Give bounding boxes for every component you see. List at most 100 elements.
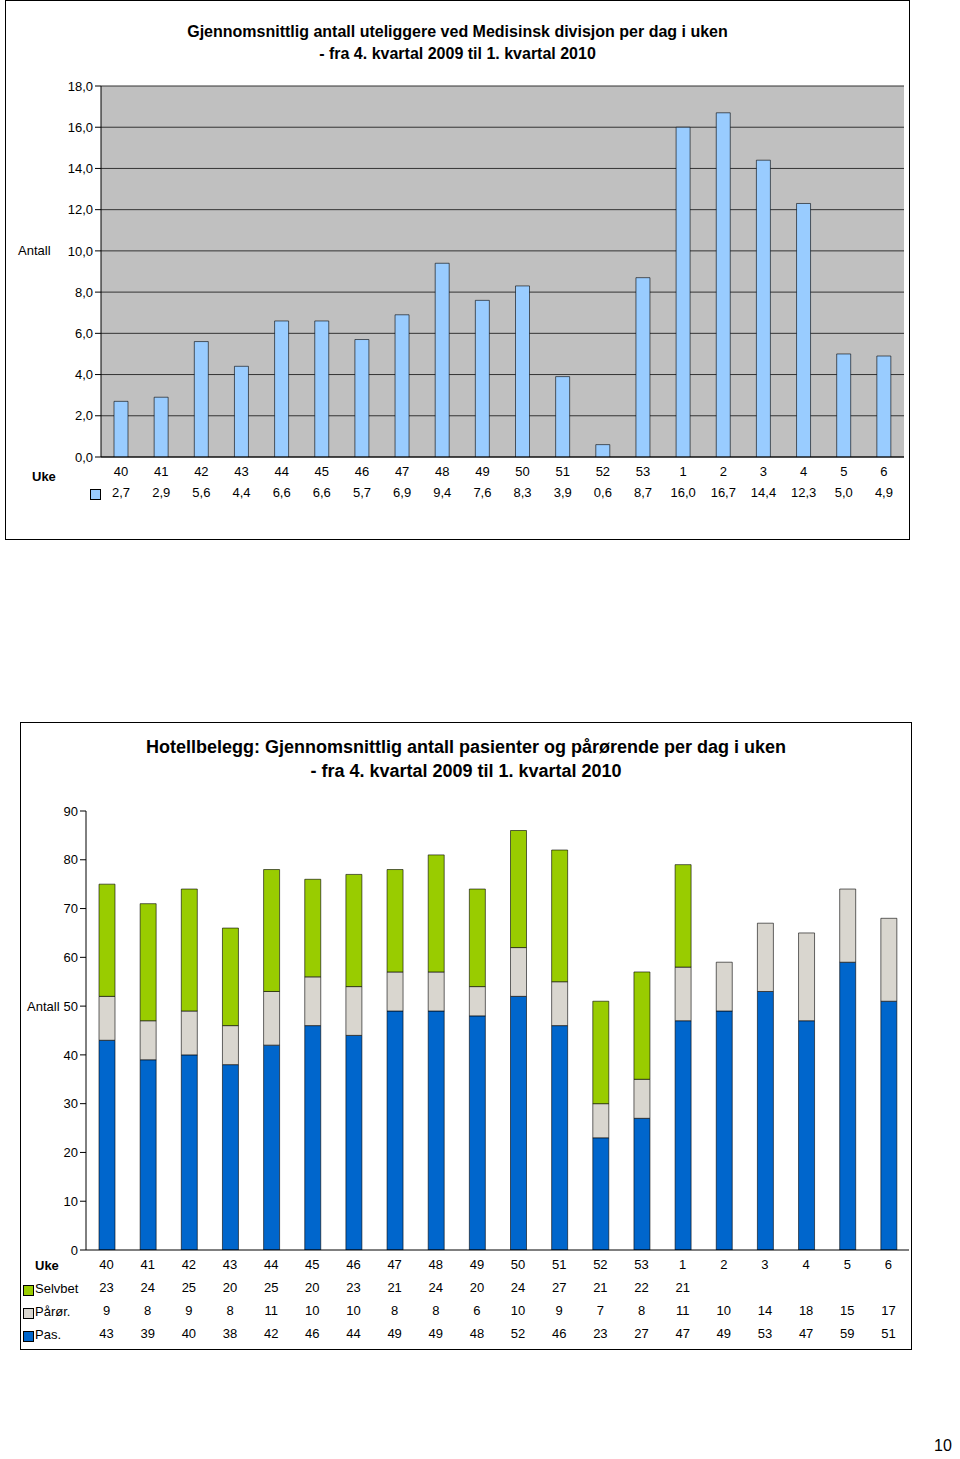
svg-text:47: 47 (675, 1326, 689, 1341)
svg-text:14,4: 14,4 (751, 485, 776, 500)
svg-text:14: 14 (758, 1303, 772, 1318)
svg-text:6,6: 6,6 (273, 485, 291, 500)
svg-text:17: 17 (881, 1303, 895, 1318)
svg-text:16,0: 16,0 (671, 485, 696, 500)
svg-text:27: 27 (634, 1326, 648, 1341)
svg-text:40: 40 (114, 464, 128, 479)
svg-text:6: 6 (885, 1257, 892, 1272)
svg-text:5: 5 (844, 1257, 851, 1272)
svg-text:20: 20 (305, 1280, 319, 1295)
svg-text:4,4: 4,4 (232, 485, 250, 500)
svg-text:25: 25 (182, 1280, 196, 1295)
svg-text:10: 10 (346, 1303, 360, 1318)
svg-text:6,6: 6,6 (313, 485, 331, 500)
svg-text:7: 7 (597, 1303, 604, 1318)
svg-text:2: 2 (720, 464, 727, 479)
svg-text:45: 45 (305, 1257, 319, 1272)
svg-text:40: 40 (182, 1326, 196, 1341)
svg-text:16,0: 16,0 (68, 120, 93, 135)
svg-text:47: 47 (387, 1257, 401, 1272)
svg-text:49: 49 (717, 1326, 731, 1341)
svg-text:52: 52 (596, 464, 610, 479)
svg-text:3,9: 3,9 (554, 485, 572, 500)
svg-text:8,3: 8,3 (514, 485, 532, 500)
svg-text:12,3: 12,3 (791, 485, 816, 500)
svg-text:80: 80 (64, 852, 78, 867)
svg-text:9: 9 (556, 1303, 563, 1318)
svg-text:47: 47 (799, 1326, 813, 1341)
svg-text:14,0: 14,0 (68, 161, 93, 176)
svg-text:4,0: 4,0 (75, 367, 93, 382)
svg-text:1: 1 (679, 1257, 686, 1272)
svg-text:16,7: 16,7 (711, 485, 736, 500)
svg-text:2,9: 2,9 (152, 485, 170, 500)
svg-text:5,7: 5,7 (353, 485, 371, 500)
svg-text:8: 8 (432, 1303, 439, 1318)
svg-text:42: 42 (264, 1326, 278, 1341)
svg-text:43: 43 (223, 1257, 237, 1272)
svg-text:0,0: 0,0 (75, 450, 93, 465)
svg-text:50: 50 (511, 1257, 525, 1272)
svg-text:48: 48 (470, 1326, 484, 1341)
svg-text:20: 20 (64, 1145, 78, 1160)
svg-text:24: 24 (429, 1280, 443, 1295)
svg-text:2: 2 (720, 1257, 727, 1272)
svg-text:8: 8 (638, 1303, 645, 1318)
svg-text:15: 15 (840, 1303, 854, 1318)
svg-text:49: 49 (429, 1326, 443, 1341)
svg-text:10,0: 10,0 (68, 244, 93, 259)
svg-text:9,4: 9,4 (433, 485, 451, 500)
svg-text:52: 52 (593, 1257, 607, 1272)
svg-text:45: 45 (315, 464, 329, 479)
svg-text:0,6: 0,6 (594, 485, 612, 500)
svg-text:42: 42 (182, 1257, 196, 1272)
svg-text:6: 6 (473, 1303, 480, 1318)
svg-text:23: 23 (593, 1326, 607, 1341)
svg-text:49: 49 (470, 1257, 484, 1272)
svg-text:8: 8 (226, 1303, 233, 1318)
svg-text:6,0: 6,0 (75, 326, 93, 341)
svg-text:9: 9 (185, 1303, 192, 1318)
svg-text:23: 23 (99, 1280, 113, 1295)
svg-text:59: 59 (840, 1326, 854, 1341)
svg-text:48: 48 (435, 464, 449, 479)
svg-text:2,0: 2,0 (75, 408, 93, 423)
svg-text:47: 47 (395, 464, 409, 479)
svg-text:10: 10 (511, 1303, 525, 1318)
svg-text:21: 21 (593, 1280, 607, 1295)
svg-text:46: 46 (552, 1326, 566, 1341)
svg-text:49: 49 (475, 464, 489, 479)
svg-text:3: 3 (760, 464, 767, 479)
svg-text:52: 52 (511, 1326, 525, 1341)
svg-text:21: 21 (675, 1280, 689, 1295)
svg-text:25: 25 (264, 1280, 278, 1295)
svg-text:23: 23 (346, 1280, 360, 1295)
svg-text:22: 22 (634, 1280, 648, 1295)
svg-text:70: 70 (64, 901, 78, 916)
svg-text:4: 4 (803, 1257, 810, 1272)
svg-text:24: 24 (140, 1280, 154, 1295)
svg-text:6: 6 (880, 464, 887, 479)
svg-text:5,6: 5,6 (192, 485, 210, 500)
svg-text:21: 21 (387, 1280, 401, 1295)
svg-text:1: 1 (680, 464, 687, 479)
svg-text:9: 9 (103, 1303, 110, 1318)
svg-text:7,6: 7,6 (473, 485, 491, 500)
svg-text:42: 42 (194, 464, 208, 479)
svg-text:44: 44 (274, 464, 288, 479)
svg-text:46: 46 (346, 1257, 360, 1272)
svg-text:38: 38 (223, 1326, 237, 1341)
svg-text:53: 53 (636, 464, 650, 479)
svg-text:11: 11 (676, 1303, 690, 1318)
svg-text:90: 90 (64, 804, 78, 819)
svg-text:60: 60 (64, 950, 78, 965)
svg-text:50: 50 (64, 999, 78, 1014)
svg-text:49: 49 (387, 1326, 401, 1341)
svg-text:2,7: 2,7 (112, 485, 130, 500)
svg-text:44: 44 (346, 1326, 360, 1341)
svg-text:44: 44 (264, 1257, 278, 1272)
svg-text:12,0: 12,0 (68, 202, 93, 217)
svg-text:8,0: 8,0 (75, 285, 93, 300)
svg-text:40: 40 (99, 1257, 113, 1272)
svg-text:51: 51 (552, 1257, 566, 1272)
